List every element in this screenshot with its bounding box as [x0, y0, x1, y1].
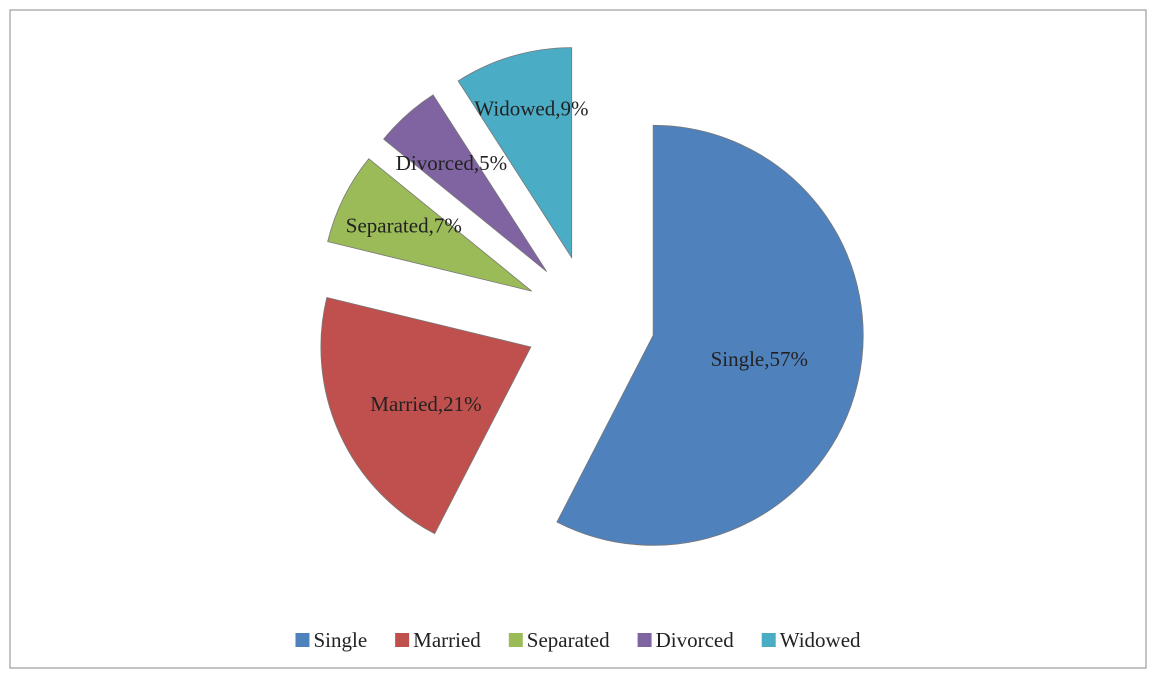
- legend-label: Divorced: [656, 628, 735, 652]
- data-label: Separated,7%: [346, 214, 462, 238]
- data-label: Widowed,9%: [474, 96, 588, 120]
- data-label: Divorced,5%: [396, 151, 507, 175]
- chart-frame: [9, 9, 1147, 669]
- legend-swatch: [295, 633, 310, 647]
- pie-slice: [383, 94, 547, 272]
- legend-swatch: [637, 633, 652, 647]
- legend-label: Separated: [527, 628, 610, 652]
- legend-swatch: [761, 633, 776, 647]
- pie-slice: [556, 124, 864, 546]
- pie-slice: [327, 158, 533, 292]
- data-label: Married,21%: [370, 392, 481, 416]
- legend-label: Married: [413, 628, 481, 652]
- pie-slice: [457, 47, 573, 259]
- data-label: Single,57%: [711, 347, 808, 371]
- legend-label: Widowed: [780, 628, 861, 652]
- pie-slice: [320, 297, 532, 535]
- legend-swatch: [508, 633, 523, 647]
- legend-label: Single: [313, 628, 367, 652]
- legend-swatch: [395, 633, 410, 647]
